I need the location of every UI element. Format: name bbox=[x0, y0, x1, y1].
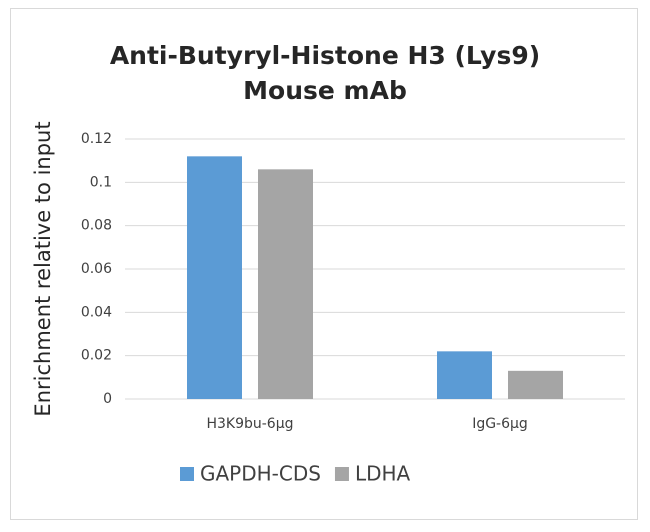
x-tick-label: IgG-6μg bbox=[472, 416, 528, 432]
chart-title: Anti-Butyryl-Histone H3 (Lys9) Mouse mAb bbox=[109, 41, 541, 105]
legend-label: LDHA bbox=[355, 462, 411, 486]
y-tick-label: 0.04 bbox=[81, 304, 112, 320]
bar bbox=[258, 169, 313, 399]
y-tick-label: 0.08 bbox=[81, 218, 112, 234]
bar bbox=[187, 156, 242, 399]
legend-label: GAPDH-CDS bbox=[200, 462, 321, 486]
x-tick-label: H3K9bu-6μg bbox=[206, 416, 293, 432]
y-tick-label: 0.12 bbox=[81, 131, 112, 147]
legend-swatch bbox=[180, 467, 194, 481]
y-tick-label: 0.02 bbox=[81, 348, 112, 364]
y-tick-label: 0.1 bbox=[90, 174, 112, 190]
y-tick-label: 0.06 bbox=[81, 261, 112, 277]
y-axis-label: Enrichment relative to input bbox=[31, 121, 55, 416]
legend-swatch bbox=[334, 467, 349, 481]
chart-frame bbox=[10, 8, 638, 520]
y-tick-label: 0 bbox=[103, 391, 112, 407]
bar bbox=[437, 351, 492, 399]
bar bbox=[508, 370, 563, 399]
